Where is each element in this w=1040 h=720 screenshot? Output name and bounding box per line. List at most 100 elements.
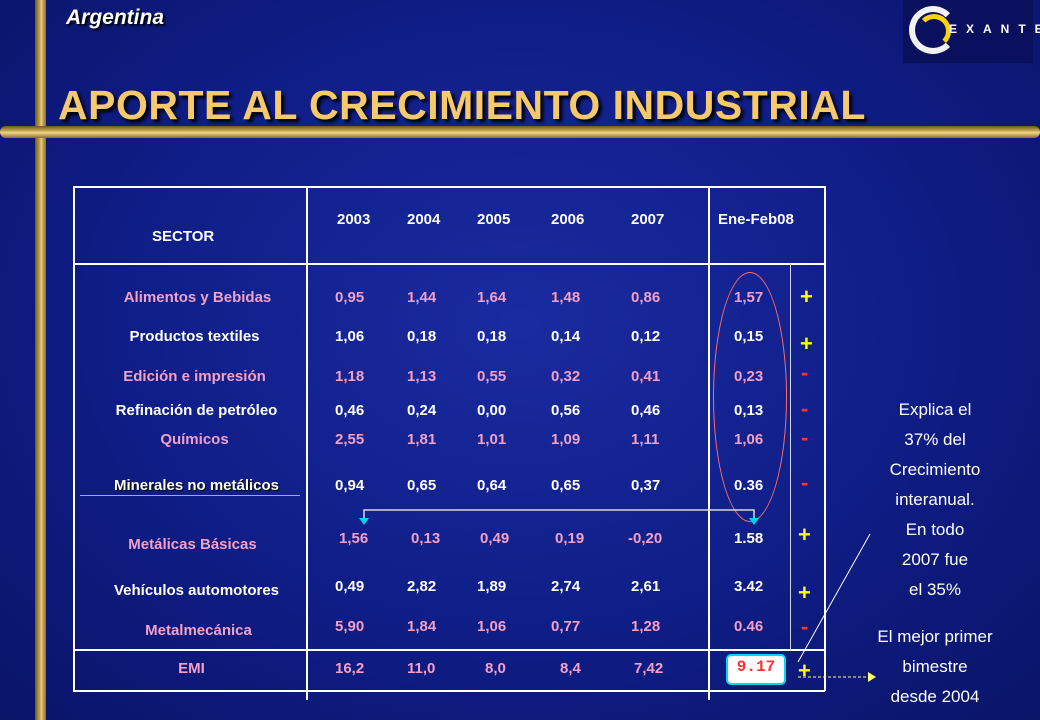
note-arrows xyxy=(797,533,876,682)
sign-minus: - xyxy=(801,425,809,450)
cell: 0,37 xyxy=(631,477,661,494)
cell: 1,11 xyxy=(631,431,660,448)
sector-edicion: Edición e impresión xyxy=(123,368,266,385)
minerales-underline xyxy=(80,495,300,496)
year-header-2006: 2006 xyxy=(551,211,585,228)
metalicas-bracket xyxy=(359,509,759,525)
note-line: desde 2004 xyxy=(890,687,980,706)
note-mejor: El mejor primer bimestre desde 2004 xyxy=(860,622,1010,712)
cell: 0,12 xyxy=(631,328,661,345)
emi-highlight-box xyxy=(726,654,786,685)
cell: 2,55 xyxy=(335,431,365,448)
country-label: Argentina xyxy=(66,6,165,29)
cell: 3.42 xyxy=(734,578,764,595)
cell: 1.58 xyxy=(734,530,764,547)
sector-metalicas: Metálicas Básicas xyxy=(128,536,257,553)
cell: 0.46 xyxy=(734,618,764,635)
cell: 7,42 xyxy=(634,660,664,677)
note-line: 2007 fue xyxy=(901,550,969,569)
note-line: interanual. xyxy=(895,490,975,509)
cell: 1,09 xyxy=(551,431,581,448)
sign-plus: + xyxy=(798,580,811,605)
cell: 0,55 xyxy=(477,368,507,385)
note-line: En todo xyxy=(905,520,965,539)
cell: 0,32 xyxy=(551,368,581,385)
cell: 0,18 xyxy=(407,328,437,345)
cell: 0,46 xyxy=(631,402,661,419)
sector-refinacion: Refinación de petróleo xyxy=(115,402,278,419)
cell: 2,61 xyxy=(631,578,661,595)
sector-quimicos: Químicos xyxy=(160,431,229,448)
cell: 0,56 xyxy=(551,402,581,419)
year-header-2005: 2005 xyxy=(477,211,511,228)
latest-column-divider xyxy=(708,186,710,700)
cell: 1,64 xyxy=(477,289,507,306)
cell: 0,19 xyxy=(555,530,585,547)
sign-plus: + xyxy=(800,331,813,356)
sector-textiles: Productos textiles xyxy=(129,328,260,345)
cell: 1,84 xyxy=(407,618,437,635)
cell: 0,00 xyxy=(477,402,507,419)
cell: 1,81 xyxy=(407,431,437,448)
cell: 0,14 xyxy=(551,328,581,345)
sector-vehiculos: Vehículos automotores xyxy=(113,582,280,599)
year-header-2004: 2004 xyxy=(407,211,441,228)
sign-minus: - xyxy=(801,470,809,495)
table-top-line xyxy=(73,186,825,188)
note-explica: Explica el 37% del Crecimiento interanua… xyxy=(860,395,1010,605)
sector-alimentos: Alimentos y Bebidas xyxy=(123,289,272,306)
sign-minus: - xyxy=(801,614,809,639)
sign-plus: + xyxy=(798,522,811,547)
sector-minerales: Minerales no metálicos xyxy=(113,477,280,494)
cell: 1,13 xyxy=(407,368,437,385)
logo-text: EXANTE xyxy=(949,22,1040,36)
cell: 0,49 xyxy=(335,578,365,595)
note-line: Crecimiento xyxy=(889,460,981,479)
cell: 8,4 xyxy=(560,660,581,677)
sector-metalmecanica: Metalmecánica xyxy=(145,622,252,639)
table-left-line xyxy=(73,186,75,691)
note-line: Explica el xyxy=(898,400,972,419)
gold-vertical-bar xyxy=(35,0,46,720)
cell: -0,20 xyxy=(628,530,663,547)
cell: 5,90 xyxy=(335,618,365,635)
cell: 1,48 xyxy=(551,289,581,306)
cell: 16,2 xyxy=(335,660,365,677)
note-line: el 35% xyxy=(909,580,961,599)
page-title: APORTE AL CRECIMIENTO INDUSTRIAL xyxy=(58,82,866,128)
cell: 2,82 xyxy=(407,578,437,595)
sector-emi: EMI xyxy=(178,660,205,677)
cell: 8,0 xyxy=(485,660,506,677)
logo-ring-white xyxy=(909,6,957,54)
table-bottom-line xyxy=(73,690,825,692)
note-line: 37% del xyxy=(904,430,966,449)
sign-minus: - xyxy=(801,396,809,421)
year-header-2007: 2007 xyxy=(631,211,665,228)
emi-latest-value: 9.17 xyxy=(736,658,776,676)
sector-column-divider xyxy=(306,186,308,700)
cell: 0,24 xyxy=(407,402,437,419)
cell: 0,18 xyxy=(477,328,507,345)
cell: 0,95 xyxy=(335,289,365,306)
sign-plus: + xyxy=(800,284,813,309)
cell: 0,65 xyxy=(551,477,581,494)
cell: 1,56 xyxy=(339,530,369,547)
sign-minus: - xyxy=(801,360,809,385)
year-header-2003: 2003 xyxy=(337,211,371,228)
header-divider xyxy=(73,263,825,265)
cell: 0,13 xyxy=(411,530,441,547)
sector-header: SECTOR xyxy=(152,228,215,245)
logo-ring-yellow xyxy=(917,14,951,48)
exante-logo: EXANTE xyxy=(903,0,1040,63)
cell: 0,64 xyxy=(477,477,507,494)
cell: 1,44 xyxy=(407,289,437,306)
cell: 1,06 xyxy=(477,618,507,635)
cell: 1,89 xyxy=(477,578,507,595)
cell: 0,46 xyxy=(335,402,365,419)
cell: 1,01 xyxy=(477,431,507,448)
cell: 0,77 xyxy=(551,618,581,635)
cell: 0,65 xyxy=(407,477,437,494)
note-line: bimestre xyxy=(902,657,968,676)
sign-plus: + xyxy=(798,658,811,683)
cell: 1,06 xyxy=(335,328,365,345)
